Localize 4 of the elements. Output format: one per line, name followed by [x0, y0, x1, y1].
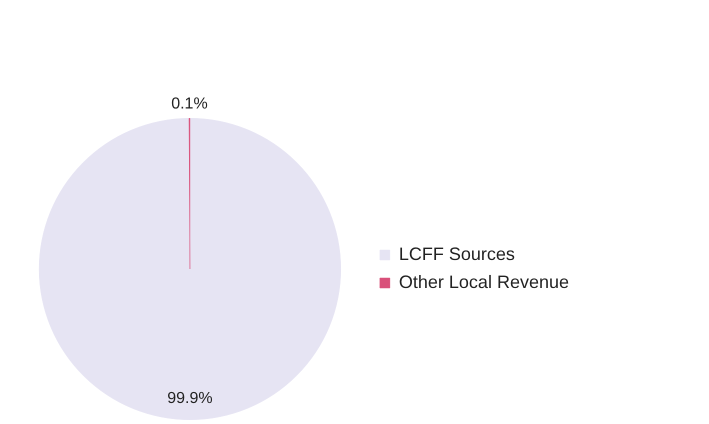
legend-label: LCFF Sources: [398, 244, 515, 264]
legend-label: Other Local Revenue: [398, 272, 570, 292]
data-label: 99.9%: [167, 390, 213, 408]
data-label: 0.1%: [171, 96, 208, 113]
